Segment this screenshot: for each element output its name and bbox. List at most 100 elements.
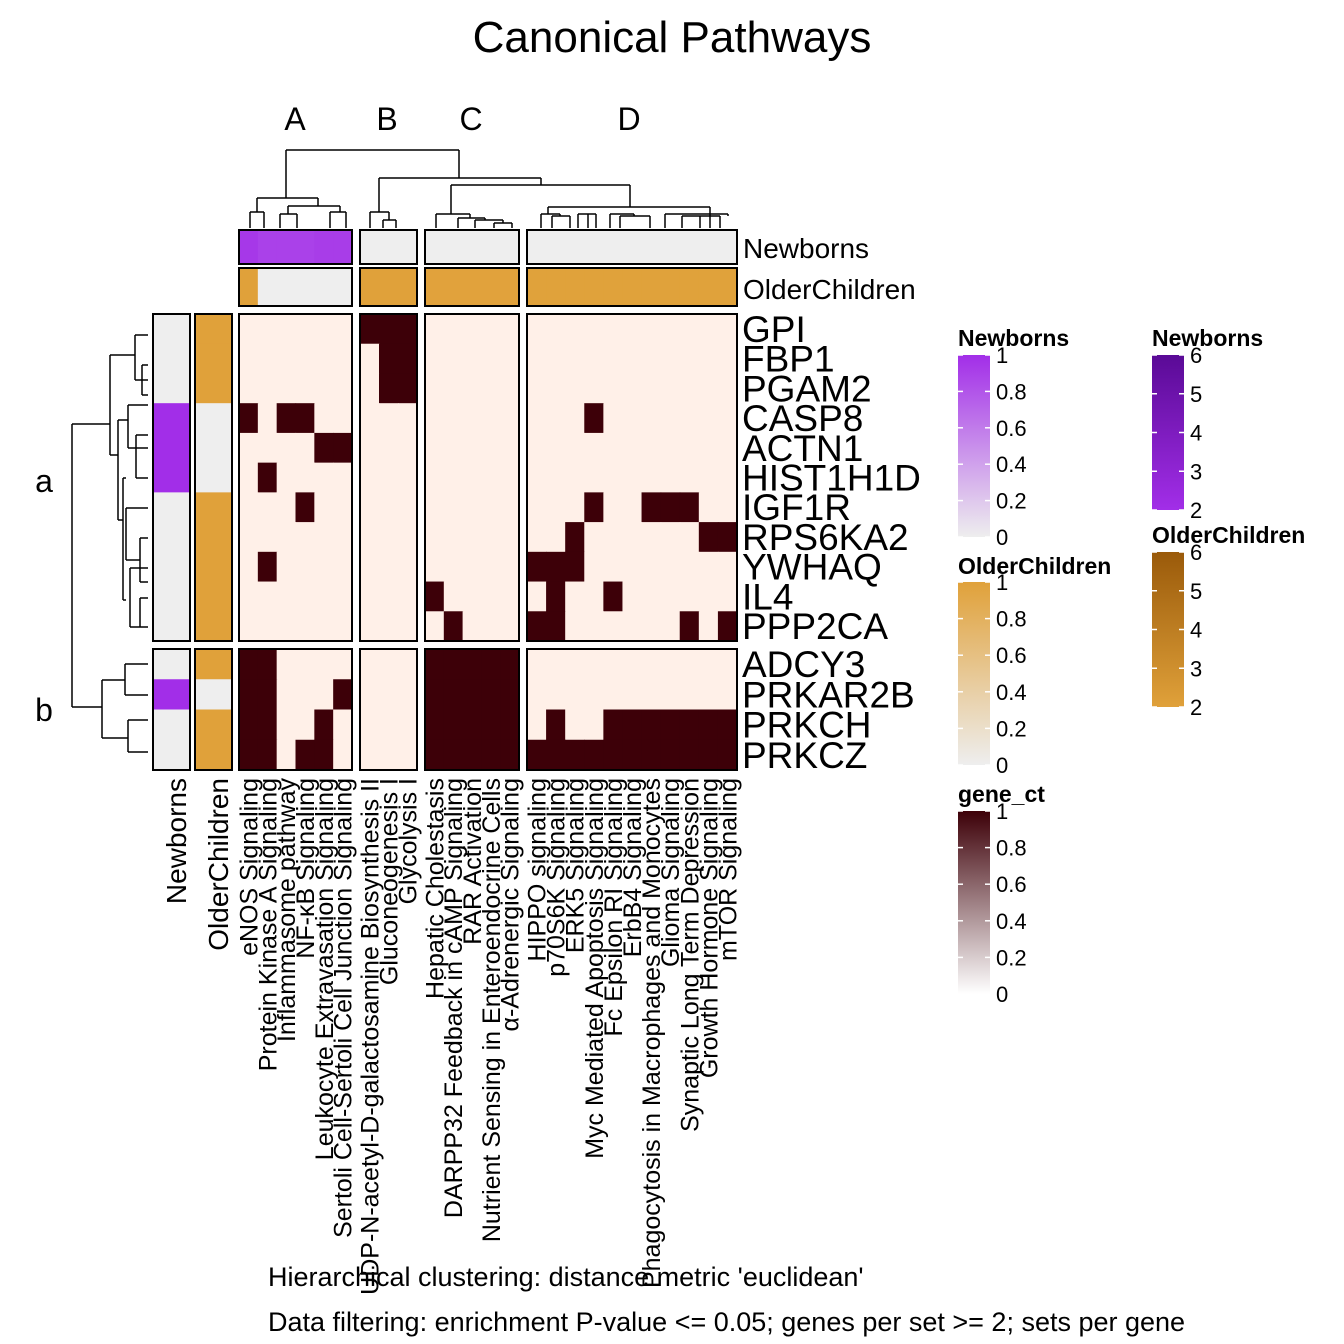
heat-cell [527, 343, 547, 375]
newborns-row-annotation-cell [153, 551, 190, 583]
heat-cell [398, 551, 418, 583]
heat-cell [239, 432, 259, 464]
legend-tick-label: 5 [1190, 579, 1202, 604]
heat-cell [462, 522, 482, 553]
heat-cell [500, 522, 520, 553]
heat-cell [257, 343, 278, 375]
heat-cell [481, 551, 501, 583]
older-children-annotation-cell [698, 268, 719, 306]
heat-cell [603, 492, 624, 523]
heat-cell [565, 522, 585, 553]
older-children-row-annotation-cell [195, 522, 232, 553]
heat-cell [660, 343, 681, 375]
row-label: YWHAQ [742, 547, 882, 588]
heat-cell [314, 679, 334, 711]
heat-cell [603, 343, 624, 375]
heat-cell [546, 649, 566, 680]
heat-cell [603, 649, 624, 680]
older-children-row-annotation-cell [195, 649, 232, 680]
column-group-label: D [617, 101, 640, 137]
heat-cell [481, 403, 501, 434]
heat-cell [276, 649, 297, 680]
column-label: α-Adrenergic Signaling [497, 778, 525, 1031]
older-children-annotation-cell [379, 268, 399, 306]
heat-cell [257, 314, 278, 345]
heat-cell [462, 314, 482, 345]
chart-title: Canonical Pathways [473, 13, 872, 62]
heat-cell [443, 709, 464, 741]
older-children-annotation-cell [546, 268, 566, 306]
heat-cell [314, 581, 334, 612]
footer-line-1: Hierarchical clustering: distance metric… [268, 1262, 864, 1292]
heat-cell [443, 522, 464, 553]
heat-cell [276, 343, 297, 375]
heatmap-slice-border [526, 313, 738, 642]
heat-cell [679, 551, 700, 583]
heat-cell [443, 649, 464, 680]
column-label: NF-κB Signaling [292, 778, 320, 959]
newborns-annotation-cell [527, 230, 547, 264]
heat-cell [481, 373, 501, 404]
heat-cell [379, 432, 399, 464]
heat-cell [314, 739, 334, 771]
row-group-label: a [35, 463, 53, 499]
older-children-row-annotation-cell [195, 492, 232, 523]
heat-cell [641, 522, 662, 553]
heat-cell [622, 739, 643, 771]
heat-cell [257, 679, 278, 711]
row-label: PGAM2 [742, 368, 872, 409]
heat-cell [481, 314, 501, 345]
older-children-annotation-cell [481, 268, 501, 306]
row-label: RPS6KA2 [742, 517, 909, 558]
heat-cell [546, 432, 566, 464]
heat-cell [527, 314, 547, 345]
heat-cell [660, 551, 681, 583]
heat-cell [314, 522, 334, 553]
heat-cell [641, 709, 662, 741]
heat-cell [481, 679, 501, 711]
heat-cell [481, 739, 501, 771]
newborns-annotation-cell [425, 230, 445, 264]
heat-cell [379, 522, 399, 553]
legend-title: gene_ct [958, 781, 1045, 807]
older-children-annotation-cell [443, 268, 464, 306]
heat-cell [565, 314, 585, 345]
newborns-annotation-cell [295, 230, 315, 264]
heat-cell [527, 611, 547, 642]
newborns-row-annotation-cell [153, 581, 190, 612]
heat-cell [641, 649, 662, 680]
heat-cell [679, 343, 700, 375]
heat-cell [360, 343, 380, 375]
column-label: Growth Hormone Signaling [695, 778, 723, 1078]
legend-tick-label: 5 [1190, 382, 1202, 407]
heat-cell [698, 551, 719, 583]
heat-cell [660, 522, 681, 553]
heat-cell [462, 403, 482, 434]
heat-cell [481, 649, 501, 680]
heat-cell [717, 739, 738, 771]
heat-cell [527, 679, 547, 711]
newborns-annotation-cell [565, 230, 585, 264]
heat-cell [622, 679, 643, 711]
older-children-row-annotation-cell [195, 679, 232, 711]
annotation-border [194, 648, 233, 771]
heat-cell [379, 679, 399, 711]
heat-cell [546, 462, 566, 493]
heat-cell [717, 679, 738, 711]
heat-cell [239, 343, 259, 375]
older-children-row-annotation-cell [195, 373, 232, 404]
heat-cell [584, 709, 604, 741]
heat-cell [565, 739, 585, 771]
heat-cell [679, 492, 700, 523]
heat-cell [314, 709, 334, 741]
heat-cell [584, 432, 604, 464]
heat-cell [398, 462, 418, 493]
heat-cell [527, 739, 547, 771]
heatmap-slice-border [526, 648, 738, 771]
heat-cell [546, 581, 566, 612]
heat-cell [295, 679, 315, 711]
heat-cell [379, 403, 399, 434]
heat-cell [333, 551, 353, 583]
heat-cell [360, 551, 380, 583]
legend-title: Newborns [1152, 325, 1263, 351]
